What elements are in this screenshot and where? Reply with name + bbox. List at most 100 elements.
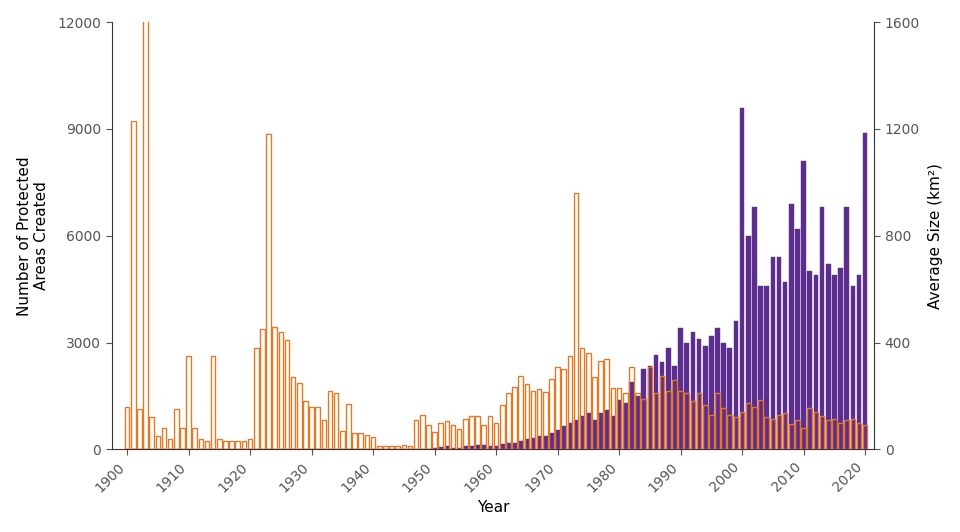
Bar: [444, 446, 449, 450]
Bar: [174, 410, 179, 450]
Bar: [728, 415, 732, 450]
Bar: [383, 446, 388, 450]
Bar: [574, 420, 578, 450]
Bar: [636, 393, 640, 450]
Bar: [439, 423, 444, 450]
Bar: [820, 207, 825, 450]
Bar: [482, 445, 486, 450]
Bar: [697, 393, 702, 450]
Bar: [186, 356, 191, 450]
Bar: [715, 393, 720, 450]
Bar: [562, 369, 566, 450]
Bar: [752, 407, 756, 450]
Y-axis label: Number of Protected
Areas Created: Number of Protected Areas Created: [16, 156, 49, 315]
Bar: [518, 376, 523, 450]
Bar: [690, 332, 695, 450]
Bar: [414, 420, 419, 450]
Bar: [444, 421, 449, 450]
Bar: [401, 445, 406, 450]
Bar: [506, 393, 511, 450]
Bar: [746, 236, 751, 450]
Bar: [365, 435, 370, 450]
Bar: [648, 367, 652, 450]
Bar: [352, 434, 357, 450]
Bar: [506, 443, 511, 450]
Bar: [684, 343, 689, 450]
Bar: [580, 417, 585, 450]
Bar: [235, 442, 240, 450]
Bar: [623, 403, 628, 450]
Bar: [358, 434, 363, 450]
Bar: [629, 382, 634, 450]
Bar: [278, 332, 283, 450]
Bar: [679, 390, 683, 450]
Bar: [451, 426, 455, 450]
Bar: [598, 361, 603, 450]
Bar: [802, 428, 805, 450]
Bar: [168, 439, 173, 450]
Bar: [463, 419, 468, 450]
Bar: [150, 418, 154, 450]
Bar: [740, 412, 744, 450]
Bar: [574, 193, 578, 450]
Bar: [764, 418, 769, 450]
Bar: [549, 379, 554, 450]
Bar: [605, 410, 609, 450]
Bar: [820, 416, 825, 450]
Bar: [598, 413, 603, 450]
Bar: [285, 340, 289, 450]
Bar: [733, 321, 738, 450]
Bar: [260, 329, 265, 450]
Bar: [223, 442, 228, 450]
Bar: [518, 441, 523, 450]
Bar: [537, 436, 541, 450]
Bar: [709, 336, 713, 450]
Bar: [143, 0, 148, 450]
Bar: [513, 443, 516, 450]
Bar: [439, 447, 444, 450]
Bar: [616, 400, 621, 450]
Bar: [266, 134, 271, 450]
Bar: [807, 271, 812, 450]
Bar: [764, 286, 769, 450]
Bar: [426, 426, 431, 450]
Bar: [493, 446, 498, 450]
Bar: [524, 439, 529, 450]
Bar: [758, 286, 763, 450]
Bar: [371, 437, 375, 450]
Bar: [524, 384, 529, 450]
Bar: [161, 428, 166, 450]
Bar: [586, 353, 590, 450]
Bar: [562, 426, 566, 450]
Bar: [851, 419, 855, 450]
X-axis label: Year: Year: [477, 500, 509, 516]
Bar: [377, 446, 381, 450]
Bar: [125, 407, 130, 450]
Bar: [733, 418, 738, 450]
Bar: [789, 204, 794, 450]
Bar: [672, 380, 677, 450]
Bar: [826, 420, 830, 450]
Y-axis label: Average Size (km²): Average Size (km²): [928, 163, 944, 309]
Bar: [432, 447, 437, 450]
Bar: [807, 408, 812, 450]
Bar: [777, 415, 781, 450]
Bar: [156, 436, 160, 450]
Bar: [856, 423, 861, 450]
Bar: [684, 393, 689, 450]
Bar: [334, 393, 339, 450]
Bar: [728, 348, 732, 450]
Bar: [543, 392, 547, 450]
Bar: [641, 398, 646, 450]
Bar: [180, 428, 184, 450]
Bar: [709, 415, 713, 450]
Bar: [408, 446, 412, 450]
Bar: [789, 424, 794, 450]
Bar: [838, 423, 843, 450]
Bar: [782, 282, 787, 450]
Bar: [629, 367, 634, 450]
Bar: [316, 407, 320, 450]
Bar: [660, 362, 664, 450]
Bar: [721, 343, 726, 450]
Bar: [740, 107, 744, 450]
